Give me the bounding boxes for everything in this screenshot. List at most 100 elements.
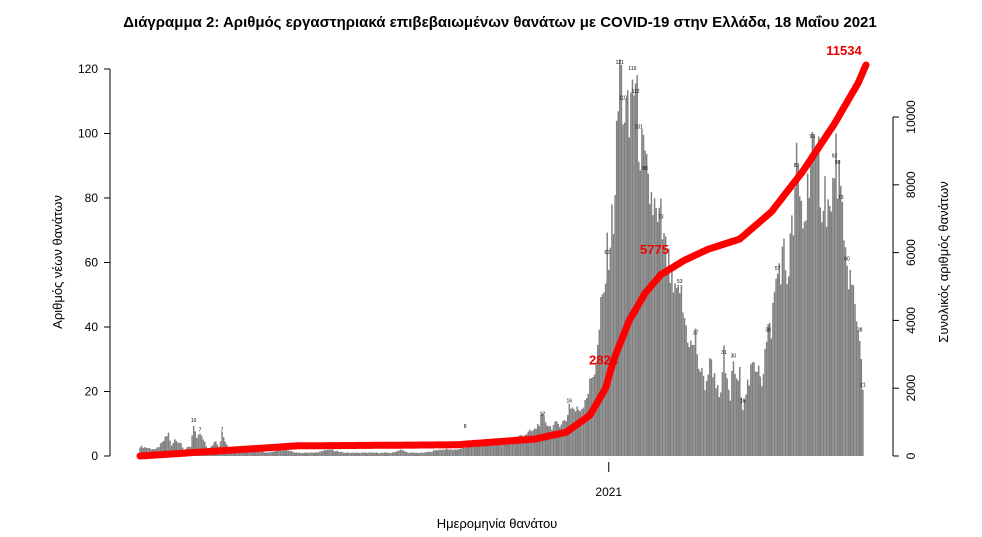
daily-bar [522,436,525,456]
daily-bar [298,452,301,456]
daily-bar [680,284,683,456]
daily-bar [682,312,684,456]
daily-bar [549,426,552,456]
daily-bar [608,269,610,456]
daily-bar [753,362,755,456]
daily-bar [840,185,842,457]
daily-bar [301,453,304,456]
daily-bar [701,367,703,456]
daily-bar [161,442,163,456]
daily-bar [429,452,432,456]
daily-bar [222,437,225,456]
daily-bar [686,342,689,456]
daily-bar [202,439,204,456]
daily-bar [417,453,419,456]
daily-bar [683,318,686,456]
daily-bar [502,438,504,456]
daily-bar [587,393,590,456]
daily-bar [293,452,296,456]
daily-bar [846,265,848,456]
bar-value-label: 7 [199,427,202,433]
daily-bar [851,284,853,456]
daily-bar [832,177,834,456]
daily-bar [175,440,178,456]
daily-bar [658,207,661,456]
daily-bar [286,450,288,456]
daily-bar [394,451,397,456]
daily-bar [355,452,358,456]
daily-bar [308,452,310,456]
daily-bar [380,452,383,456]
daily-bar [139,447,141,456]
daily-bar [668,248,670,456]
daily-bar [715,388,717,456]
daily-bar [675,287,678,456]
bar-value-label: 101 [635,124,644,130]
daily-bar [260,450,263,456]
daily-bar [477,444,479,456]
daily-bar [235,452,238,456]
daily-bar [855,321,858,456]
cumulative-labels: 2823 5775 11534 [589,43,862,367]
daily-bar [645,153,648,457]
daily-bar [862,389,864,456]
daily-bar [349,453,351,456]
daily-bar [844,247,847,456]
daily-bar [535,428,537,456]
daily-bar [783,238,785,456]
daily-bar [281,449,283,456]
daily-bar [574,411,577,456]
daily-bar [316,452,318,456]
daily-bar [830,211,833,456]
daily-bar [230,451,233,456]
daily-bar [494,441,496,456]
daily-bar [581,409,583,456]
daily-bar [852,285,855,456]
daily-bar [626,90,629,456]
daily-bar [221,431,223,456]
daily-bar [418,452,421,456]
daily-bar [413,452,416,456]
daily-bar [716,384,719,456]
daily-bar [674,283,676,456]
daily-bar [513,438,515,456]
bar-value-label: 98 [810,134,816,140]
daily-bar [412,452,414,456]
daily-bar [731,370,733,456]
daily-bar [524,434,526,456]
daily-bar [505,438,507,456]
daily-bar [821,222,823,456]
daily-bars [139,59,864,457]
daily-bar [841,202,844,456]
daily-bar [677,284,679,456]
daily-bar [144,447,146,456]
daily-bar [295,452,298,456]
daily-bar [447,449,449,456]
daily-bar [377,453,380,456]
y-right-tick-label: 2000 [904,375,918,402]
daily-bar [388,452,391,456]
daily-bar [735,378,738,456]
daily-bar [685,325,687,456]
daily-bar [407,453,410,456]
daily-bar [858,341,861,456]
daily-bar [827,199,829,456]
daily-bar [816,150,818,456]
daily-bar [639,170,642,456]
daily-bar [530,431,533,456]
daily-bar [709,358,711,456]
daily-bar [467,445,470,456]
daily-bar [847,289,850,456]
daily-bar [292,452,294,456]
daily-bar [819,207,822,456]
daily-bar [491,441,493,456]
daily-bar [860,359,863,456]
cumulative-value-label: 5775 [640,242,669,257]
daily-bar [323,449,326,456]
daily-bar [693,344,695,456]
daily-bar [192,426,195,456]
bar-value-label: 121 [616,60,625,66]
daily-bar [194,431,197,456]
daily-bar [653,198,656,456]
daily-bar [334,451,337,456]
